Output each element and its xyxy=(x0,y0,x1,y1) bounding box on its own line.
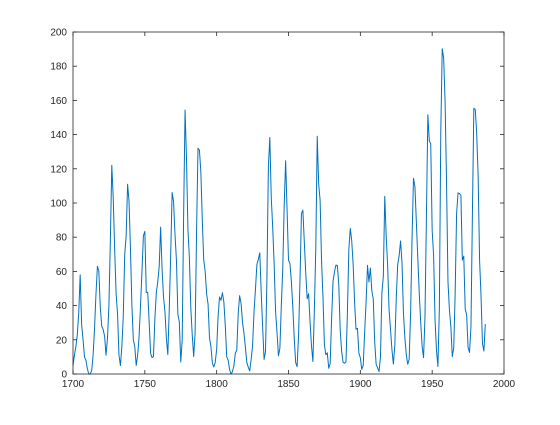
y-tick-label: 180 xyxy=(50,62,67,73)
y-tick-label: 60 xyxy=(56,267,68,278)
y-tick-label: 20 xyxy=(56,335,68,346)
x-tick-label: 2000 xyxy=(493,379,516,390)
y-tick-label: 0 xyxy=(61,370,67,381)
series-line-0 xyxy=(72,48,486,375)
y-tick-label: 200 xyxy=(50,28,67,39)
y-tick-label: 140 xyxy=(50,130,67,141)
y-tick-label: 40 xyxy=(56,301,68,312)
y-tick-label: 100 xyxy=(50,199,67,210)
x-tick-label: 1850 xyxy=(277,379,300,390)
x-tick-label: 1900 xyxy=(349,379,372,390)
plot-area xyxy=(72,32,504,375)
y-tick-label: 120 xyxy=(50,164,67,175)
y-tick-label: 80 xyxy=(56,233,68,244)
x-tick-label: 1800 xyxy=(206,379,229,390)
x-tick-label: 1700 xyxy=(62,379,85,390)
y-tick-label: 160 xyxy=(50,96,67,107)
x-tick-label: 1950 xyxy=(421,379,444,390)
x-tick-label: 1750 xyxy=(134,379,157,390)
axes: 1700 1750 1800 1850 1900 1950 2000 0 20 40 60 80 100… xyxy=(50,28,515,391)
